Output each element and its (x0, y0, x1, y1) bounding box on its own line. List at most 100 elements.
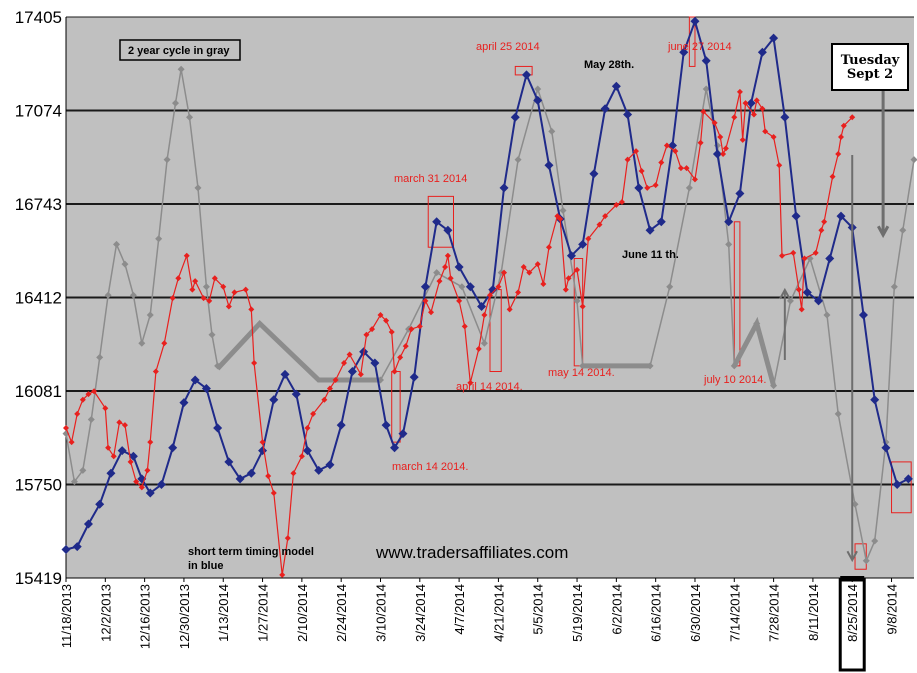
blue-model-point (83, 519, 93, 529)
gray-cycle-point (146, 311, 154, 319)
red-price-point (618, 199, 625, 206)
red-price-point (545, 244, 552, 251)
red-price-point (321, 396, 328, 403)
red-price-point (722, 145, 729, 152)
blue-model-point (106, 468, 116, 478)
red-price-point (270, 489, 277, 496)
red-price-point (152, 368, 159, 375)
blue-model-point (398, 429, 408, 439)
red-price-point (557, 215, 564, 222)
blue-model-point (336, 420, 346, 430)
red-price-point (770, 134, 777, 141)
red-price-point (562, 286, 569, 293)
red-price-point (798, 306, 805, 313)
y-tick-label: 15750 (15, 476, 62, 495)
annotation-arrows (779, 90, 890, 563)
red-price-point (849, 114, 856, 121)
x-tick-label: 6/16/2014 (649, 584, 664, 642)
red-price-point (565, 275, 572, 282)
blue-model-point (95, 499, 105, 509)
red-price-point (189, 286, 196, 293)
blue-model-point (566, 251, 576, 261)
gray-cycle-point (725, 240, 733, 248)
red-price-point (298, 453, 305, 460)
gray-cycle-point (172, 99, 180, 107)
blue-model-point (634, 183, 644, 193)
red-price-point (750, 111, 757, 118)
red-price-point (225, 303, 232, 310)
gray-cycle-point (890, 283, 898, 291)
red-price-point (161, 340, 168, 347)
blue-model-point (623, 109, 633, 119)
label-march-14: march 14 2014. (392, 461, 468, 473)
red-price-point (284, 535, 291, 542)
x-tick-label: 4/7/2014 (452, 584, 467, 635)
gray-cycle-point (559, 206, 567, 214)
red-price-point (259, 439, 266, 446)
red-price-point (515, 289, 522, 296)
red-price-point (762, 128, 769, 135)
blue-model-point (858, 310, 868, 320)
blue-model-point (370, 358, 380, 368)
gray-cycle-point (104, 291, 112, 299)
red-price-point (633, 148, 640, 155)
blue-model-point (544, 160, 554, 170)
gray-cycle-point (79, 466, 87, 474)
blue-model-point (757, 47, 767, 57)
gray-cycle-point (666, 283, 674, 291)
gray-cycle-point (70, 478, 78, 486)
blue-model-point (870, 395, 880, 405)
red-price-point (495, 283, 502, 290)
x-tick-label: 9/8/2014 (885, 584, 900, 635)
label-june-27-line: june 27 2014 (667, 41, 732, 53)
red-price-point (211, 275, 218, 282)
gray-cycle-point (202, 283, 210, 291)
blue-model-point (656, 217, 666, 227)
blue-model-point (645, 225, 655, 235)
red-price-point (461, 323, 468, 330)
highlight-box (573, 258, 584, 367)
blue-model-point (347, 367, 357, 377)
red-price-point (717, 134, 724, 141)
blue-model-point (735, 189, 745, 199)
blue-model-point (72, 542, 82, 552)
red-price-point (265, 473, 272, 480)
blue-model-point (690, 16, 700, 26)
blue-model-point (280, 369, 290, 379)
low-arrow-head (846, 550, 858, 563)
red-price-point (357, 371, 364, 378)
gray-cycle-point (534, 85, 542, 93)
red-price-point (835, 151, 842, 158)
label-march-31: march 31 2014 (394, 173, 467, 185)
y-tick-label: 16081 (15, 382, 62, 401)
highlight-box (427, 195, 454, 248)
x-tick-label: 2/24/2014 (334, 584, 349, 642)
red-price-point (779, 252, 786, 259)
label-may-14-line: may 14 2014. (548, 367, 615, 379)
red-price-point (790, 249, 797, 256)
x-tick-label: 1/13/2014 (216, 584, 231, 642)
blue-model-point (814, 296, 824, 306)
red-price-point (310, 410, 317, 417)
red-price-point (85, 391, 92, 398)
blue-model-point (117, 446, 127, 456)
red-price-point (388, 328, 395, 335)
red-price-point (408, 326, 415, 333)
blue-model-point (611, 81, 621, 91)
red-price-point (742, 100, 749, 107)
red-price-point (467, 379, 474, 386)
label-july-10: july 10 2014. (703, 374, 766, 386)
red-price-point (506, 306, 513, 313)
blue-model-point (128, 451, 138, 461)
blue-model-point (61, 544, 71, 554)
blue-model-point (302, 446, 312, 456)
red-price-point (812, 249, 819, 256)
red-price-point (795, 286, 802, 293)
red-price-point (700, 108, 707, 115)
red-price-point (801, 255, 808, 262)
red-price-point (110, 453, 117, 460)
red-price-point (200, 295, 207, 302)
red-price-point (436, 278, 443, 285)
blue-model-point (477, 302, 487, 312)
